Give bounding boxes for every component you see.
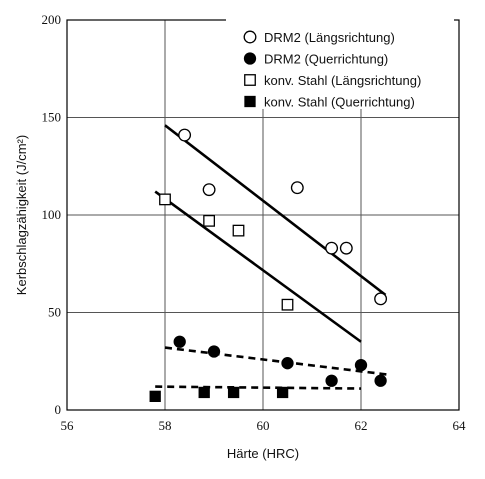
- legend-label: DRM2 (Querrichtung): [264, 52, 388, 67]
- legend-marker: [243, 30, 257, 44]
- data-points: [149, 128, 388, 403]
- legend-item: DRM2 (Längsrichtung): [243, 30, 395, 45]
- y-axis-label: Kerbschlagzähigkeit (J/cm²): [14, 135, 29, 295]
- data-point: [325, 374, 338, 387]
- data-point: [149, 390, 161, 403]
- data-point: [203, 214, 216, 227]
- data-point: [281, 357, 294, 370]
- y-tick-label: 0: [55, 402, 62, 417]
- fit-line: [164, 346, 391, 377]
- data-point: [374, 292, 388, 306]
- legend-marker: [244, 74, 256, 86]
- data-point: [339, 241, 353, 255]
- data-point: [276, 386, 289, 399]
- legend-item: konv. Stahl (Querrichtung): [244, 95, 415, 110]
- x-axis-label: Härte (HRC): [227, 446, 299, 461]
- data-point: [281, 298, 294, 311]
- data-point: [178, 128, 192, 142]
- legend-label: konv. Stahl (Querrichtung): [264, 95, 415, 110]
- y-tick-label: 150: [42, 110, 62, 125]
- data-point: [202, 183, 216, 197]
- data-point: [159, 193, 171, 206]
- legend-marker: [243, 52, 257, 65]
- data-point: [354, 358, 368, 372]
- legend: DRM2 (Längsrichtung) DRM2 (Querrichtung) k…: [226, 19, 454, 110]
- legend-background: [226, 19, 454, 109]
- y-tick-label: 200: [42, 12, 62, 27]
- legend-label: DRM2 (Längsrichtung): [264, 30, 395, 45]
- x-tick-label: 64: [453, 418, 467, 433]
- legend-label: konv. Stahl (Längsrichtung): [264, 73, 421, 88]
- x-tick-label: 62: [355, 418, 368, 433]
- fit-line: [155, 385, 362, 390]
- data-point: [290, 181, 304, 195]
- y-tick-label: 50: [48, 305, 61, 320]
- axis-ticks: 56 58 60 62 64 0 50 100 150 200: [42, 12, 467, 433]
- data-point: [173, 335, 186, 348]
- legend-item: DRM2 (Querrichtung): [243, 52, 388, 67]
- data-point: [374, 374, 387, 387]
- fit-line: [164, 124, 387, 296]
- legend-item: konv. Stahl (Längsrichtung): [244, 73, 421, 88]
- data-point: [325, 241, 339, 255]
- fit-line: [154, 190, 362, 343]
- data-point: [207, 345, 221, 358]
- data-point: [227, 386, 240, 399]
- legend-marker: [244, 95, 256, 108]
- fit-lines: [154, 124, 391, 390]
- data-point: [232, 224, 245, 237]
- y-tick-label: 100: [42, 207, 62, 222]
- x-tick-label: 56: [61, 418, 75, 433]
- data-point: [198, 386, 210, 399]
- x-tick-label: 58: [159, 418, 172, 433]
- x-tick-label: 60: [257, 418, 270, 433]
